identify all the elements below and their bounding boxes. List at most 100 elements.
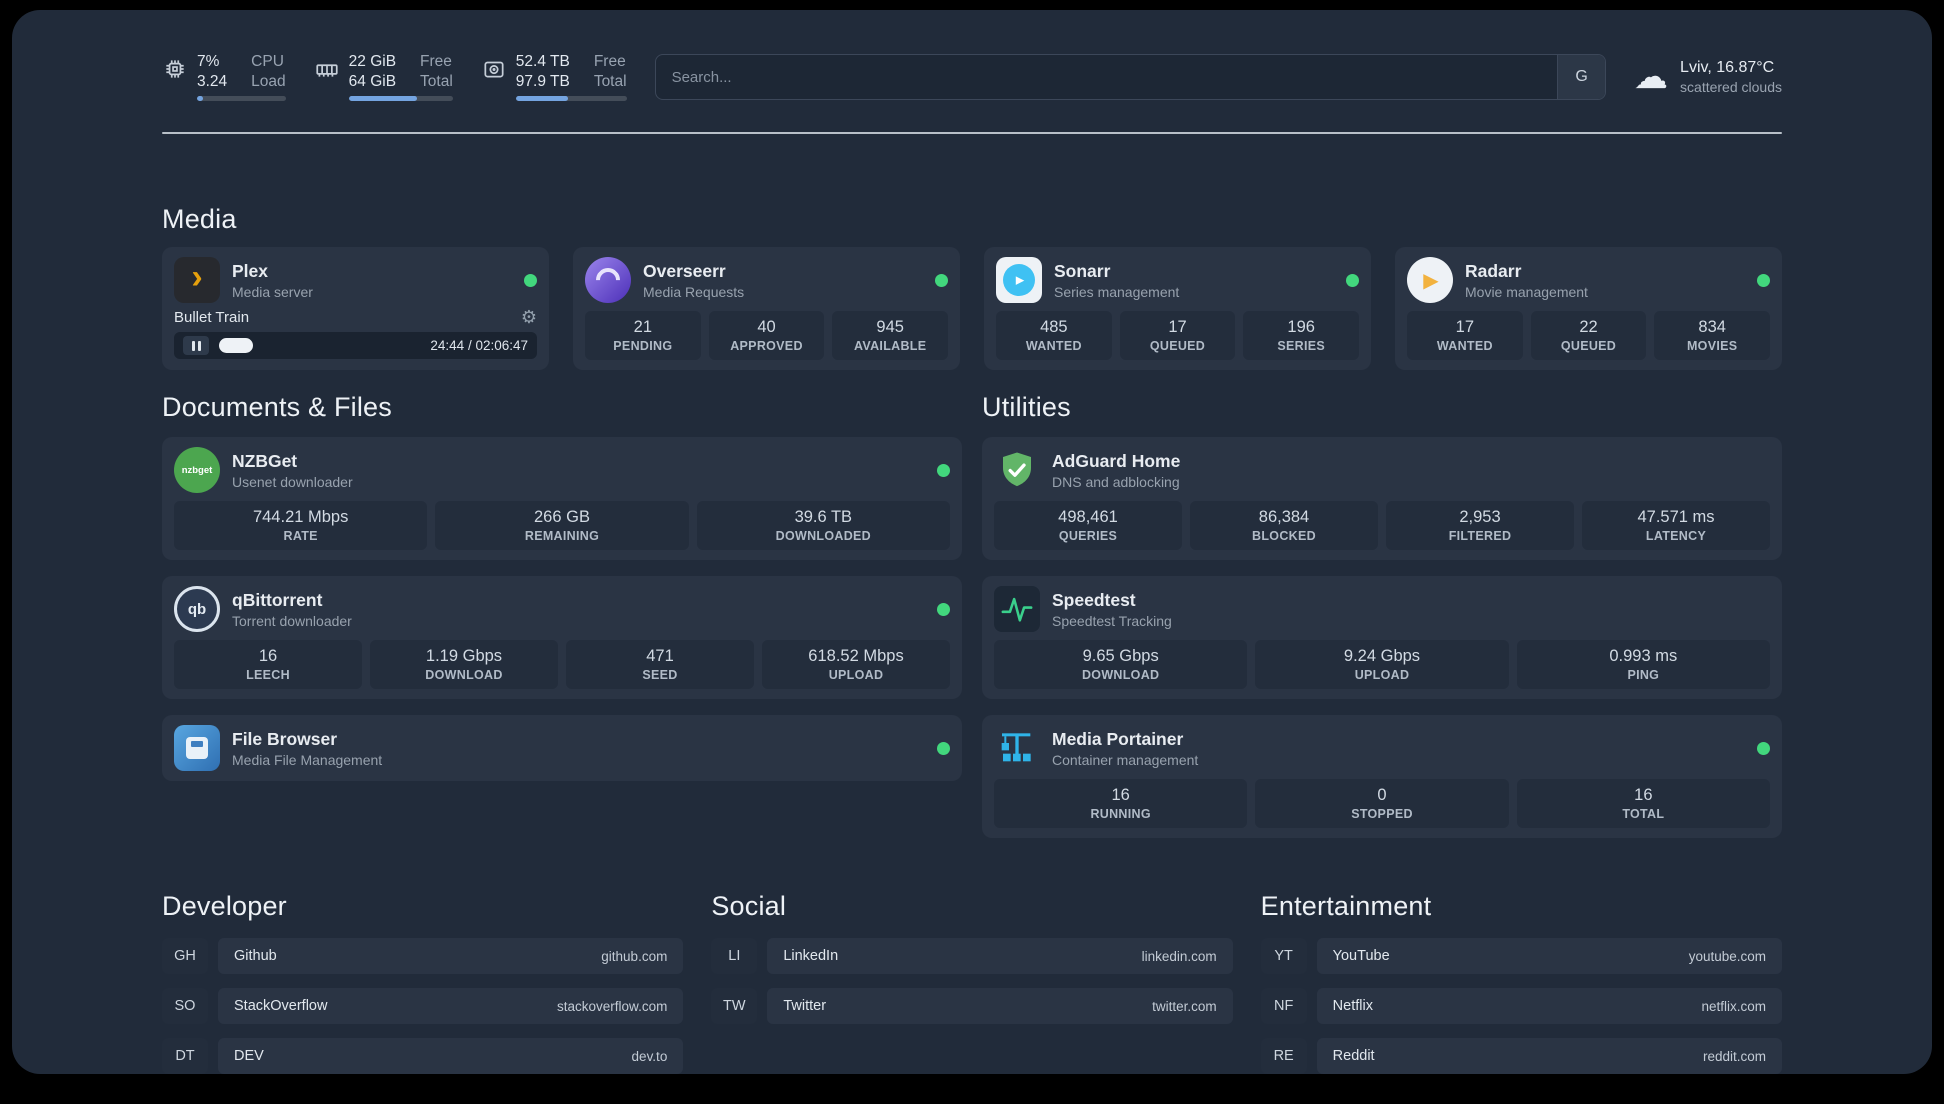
service-card-sonarr[interactable]: ▸ Sonarr Series management 485 WANTED 17 — [984, 247, 1371, 370]
info-bar: 7% CPU 3.24 Load — [162, 52, 1782, 102]
service-name: NZBGet — [232, 450, 298, 471]
service-name: qBittorrent — [232, 589, 323, 610]
weather-location: Lviv, 16.87°C — [1680, 59, 1775, 76]
memory-progressbar — [348, 95, 453, 101]
disk-free-label: Free — [593, 53, 626, 71]
memory-free: 22 GiB — [348, 53, 397, 71]
stat-tile: 2,953 FILTERED — [1386, 501, 1574, 550]
bookmark-twitter[interactable]: TW Twitter twitter.com — [711, 988, 1233, 1024]
search-provider-button[interactable]: G — [1557, 55, 1606, 99]
section-title-developer: Developer — [162, 891, 287, 921]
status-dot — [1346, 273, 1359, 287]
stat-tile: 86,384 BLOCKED — [1190, 501, 1378, 550]
section-title-entertainment: Entertainment — [1260, 891, 1432, 921]
media-player-bar: 24:44 / 02:06:47 — [174, 332, 537, 359]
service-name: Sonarr — [1054, 260, 1111, 281]
service-card-overseerr[interactable]: Overseerr Media Requests 21 PENDING 40 A… — [573, 247, 960, 370]
service-card-adguard[interactable]: AdGuard Home DNS and adblocking 498,461 … — [982, 437, 1782, 560]
disk-progress-fill — [515, 95, 568, 101]
sonarr-icon: ▸ — [996, 257, 1042, 303]
disk-total: 97.9 TB — [515, 72, 570, 90]
cpu-load: 3.24 — [197, 72, 228, 90]
dashboard: 7% CPU 3.24 Load — [12, 10, 1932, 1074]
stat-tile: 16 LEECH — [174, 640, 362, 689]
stat-tile: 17 WANTED — [1407, 311, 1523, 360]
service-subtitle: DNS and adblocking — [1052, 473, 1180, 490]
bookmark-group-social: Social LI LinkedIn linkedin.com TW Twitt… — [711, 891, 1233, 1024]
cpu-widget: 7% CPU 3.24 Load — [162, 53, 286, 101]
plex-icon: › — [174, 257, 220, 303]
service-card-nzbget[interactable]: nzbget NZBGet Usenet downloader 744.21 M… — [162, 437, 962, 560]
service-card-speedtest[interactable]: Speedtest Speedtest Tracking 9.65 Gbps D… — [982, 576, 1782, 699]
pause-button[interactable] — [183, 336, 209, 355]
bookmark-youtube[interactable]: YT YouTube youtube.com — [1260, 938, 1782, 974]
disk-widget: 52.4 TB Free 97.9 TB Total — [481, 53, 627, 101]
media-grid: › Plex Media server Bullet Train ⚙ — [162, 247, 1782, 370]
cpu-progress-fill — [197, 95, 204, 101]
bookmark-reddit[interactable]: RE Reddit reddit.com — [1260, 1038, 1782, 1074]
bookmark-netflix[interactable]: NF Netflix netflix.com — [1260, 988, 1782, 1024]
radarr-icon: ▶ — [1407, 257, 1453, 303]
bookmark-github[interactable]: GH Github github.com — [162, 938, 684, 974]
stat-tile: 17 QUEUED — [1119, 311, 1236, 360]
status-dot — [937, 463, 950, 477]
service-subtitle: Media server — [232, 283, 313, 300]
service-card-qbittorrent[interactable]: qb qBittorrent Torrent downloader 16 LEE… — [162, 576, 962, 699]
cpu-progressbar — [197, 95, 286, 101]
service-card-filebrowser[interactable]: File Browser Media File Management — [162, 715, 962, 781]
cpu-percent: 7% — [197, 53, 220, 71]
status-dot — [1757, 273, 1770, 287]
speedtest-pulse-icon — [994, 586, 1040, 632]
stat-tile: 21 PENDING — [585, 311, 701, 360]
service-subtitle: Media Requests — [643, 283, 745, 300]
status-dot — [935, 273, 948, 287]
stat-tile: 0.993 ms PING — [1516, 640, 1770, 689]
stat-tile: 16 TOTAL — [1516, 779, 1770, 828]
service-subtitle: Speedtest Tracking — [1052, 612, 1172, 629]
service-card-radarr[interactable]: ▶ Radarr Movie management 17 WANTED 22 Q… — [1395, 247, 1782, 370]
service-name: Radarr — [1465, 260, 1522, 281]
overseerr-icon — [585, 257, 631, 303]
disk-icon — [481, 56, 507, 82]
stat-tile: 471 SEED — [566, 640, 754, 689]
now-playing-title: Bullet Train — [174, 308, 250, 326]
status-dot — [937, 741, 950, 755]
status-dot — [937, 602, 950, 616]
stat-tile: 498,461 QUERIES — [994, 501, 1182, 550]
memory-free-label: Free — [420, 53, 452, 71]
stat-tile: 945 AVAILABLE — [832, 311, 949, 360]
service-subtitle: Series management — [1054, 283, 1180, 300]
utilities-column: Utilities AdGuard Home — [982, 392, 1782, 838]
weather-widget: ☁ Lviv, 16.87°C scattered clouds — [1634, 59, 1782, 95]
stat-tile: 1.19 Gbps DOWNLOAD — [370, 640, 558, 689]
service-card-plex[interactable]: › Plex Media server Bullet Train ⚙ — [162, 247, 549, 370]
service-name: AdGuard Home — [1052, 450, 1181, 471]
gear-icon[interactable]: ⚙ — [520, 307, 537, 327]
stat-tile: 196 SERIES — [1243, 311, 1360, 360]
memory-progress-fill — [348, 95, 418, 101]
service-subtitle: Usenet downloader — [232, 473, 353, 490]
bookmark-dev[interactable]: DT DEV dev.to — [162, 1038, 684, 1074]
stat-tile: 9.65 Gbps DOWNLOAD — [994, 640, 1248, 689]
status-dot — [524, 273, 537, 287]
service-card-portainer[interactable]: Media Portainer Container management 16 … — [982, 715, 1782, 838]
qbittorrent-icon: qb — [174, 586, 220, 632]
stat-tile: 266 GB REMAINING — [435, 501, 689, 550]
service-name: Overseerr — [643, 260, 726, 281]
service-name: Speedtest — [1052, 589, 1136, 610]
bookmark-linkedin[interactable]: LI LinkedIn linkedin.com — [711, 938, 1233, 974]
search-bar: G — [654, 54, 1607, 100]
search-input[interactable] — [654, 54, 1607, 100]
stat-tile: 40 APPROVED — [708, 311, 825, 360]
section-title-media: Media — [162, 204, 237, 234]
stat-tile: 744.21 Mbps RATE — [174, 501, 428, 550]
stat-tile: 39.6 TB DOWNLOADED — [696, 501, 950, 550]
playback-time: 24:44 / 02:06:47 — [430, 338, 528, 353]
cloud-icon: ☁ — [1634, 58, 1669, 96]
section-title-social: Social — [711, 891, 787, 921]
section-title-documents: Documents & Files — [162, 392, 392, 422]
bookmark-stackoverflow[interactable]: SO StackOverflow stackoverflow.com — [162, 988, 684, 1024]
disk-total-label: Total — [593, 72, 627, 90]
bookmark-group-developer: Developer GH Github github.com SO StackO… — [162, 891, 684, 1074]
playback-progressbar[interactable] — [219, 332, 420, 359]
